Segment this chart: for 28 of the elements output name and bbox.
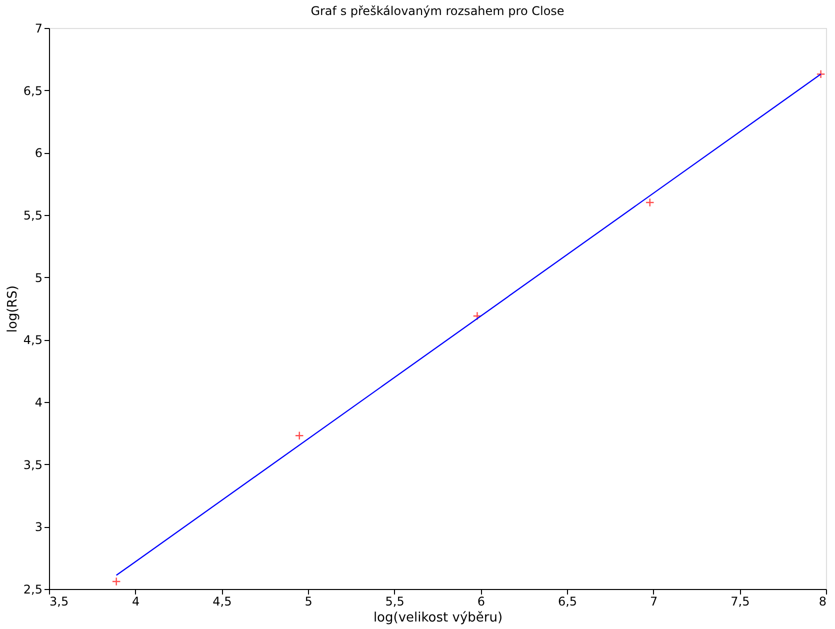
x-tick-label: 4 [132,594,140,608]
point [645,198,654,208]
x-tick-label: 5,5 [385,594,404,608]
y-tick-label: 3 [34,520,42,534]
x-tick-label: 5 [304,594,312,608]
x-tick-label: 7,5 [730,594,750,608]
y-axis-title: log(RS) [5,285,20,333]
y-tick-label: 6,5 [23,84,42,98]
x-tick-label: 6,5 [558,594,578,608]
x-tick-label: 3,5 [50,594,69,608]
point [112,577,121,586]
point [294,431,304,440]
y-tick-label: 6 [34,146,42,160]
y-tick-label: 5,5 [23,208,42,222]
point [816,70,826,79]
x-axis-title: log(velikost výběru) [373,610,503,626]
x-tick-label: 8 [818,594,826,608]
x-tick-label: 4,5 [212,594,232,608]
y-tick-label: 7 [34,22,42,36]
point [472,312,482,320]
y-tick-label: 5 [34,270,42,285]
chart-title: Graf s přeškálovaným rozsahem pro Close [310,4,564,18]
y-tick-label: 2,5 [23,582,42,596]
y-tick-label: 3,5 [23,458,42,472]
y-tick-label: 4 [34,396,42,410]
y-tick-label: 4,5 [23,333,42,348]
x-tick-label: 6 [477,594,485,608]
x-tick-label: 7 [650,594,658,608]
